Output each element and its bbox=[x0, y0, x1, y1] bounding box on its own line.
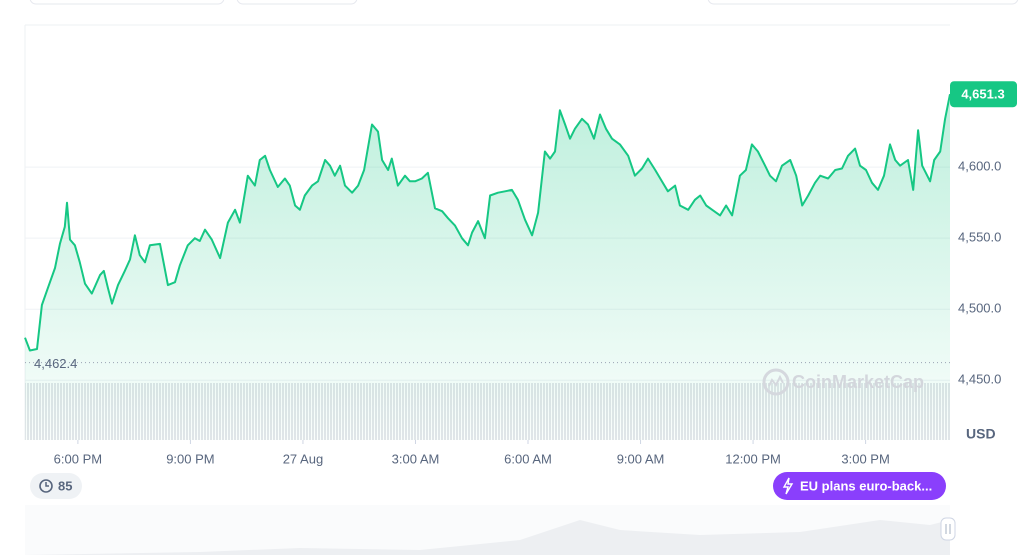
y-tick-label: 4,450.0 bbox=[958, 372, 1001, 387]
y-tick-label: 4,550.0 bbox=[958, 230, 1001, 245]
x-tick-label: 9:00 AM bbox=[617, 451, 665, 466]
last-price-badge bbox=[950, 81, 1017, 108]
tab[interactable] bbox=[236, 0, 358, 5]
tab[interactable] bbox=[707, 0, 1019, 5]
navigator-handle[interactable] bbox=[940, 517, 956, 541]
price-line bbox=[24, 94, 951, 352]
x-tick-label: 12:00 PM bbox=[725, 451, 781, 466]
x-tick-label: 6:00 AM bbox=[504, 451, 552, 466]
x-tick-label: 6:00 PM bbox=[54, 451, 102, 466]
tab[interactable] bbox=[29, 0, 225, 5]
x-tick-label: 3:00 PM bbox=[841, 451, 889, 466]
navigator-area bbox=[25, 520, 950, 555]
history-count: 85 bbox=[58, 478, 72, 493]
currency-label: USD bbox=[966, 426, 996, 442]
open-price-label: 4,462.4 bbox=[34, 356, 77, 371]
watermark-text: CoinMarketCap bbox=[792, 372, 924, 392]
x-tick-label: 3:00 AM bbox=[392, 451, 440, 466]
history-badge[interactable]: 85 bbox=[30, 473, 82, 499]
watermark: CoinMarketCap bbox=[762, 368, 924, 396]
news-pill[interactable]: EU plans euro-back... bbox=[773, 472, 946, 500]
x-tick-label: 9:00 PM bbox=[166, 451, 214, 466]
news-text: EU plans euro-back... bbox=[800, 478, 932, 493]
y-tick-label: 4,500.0 bbox=[958, 301, 1001, 316]
y-tick-label: 4,600.0 bbox=[958, 159, 1001, 174]
last-price-label: 4,651.3 bbox=[961, 87, 1004, 102]
x-tick-label: 27 Aug bbox=[283, 451, 324, 466]
